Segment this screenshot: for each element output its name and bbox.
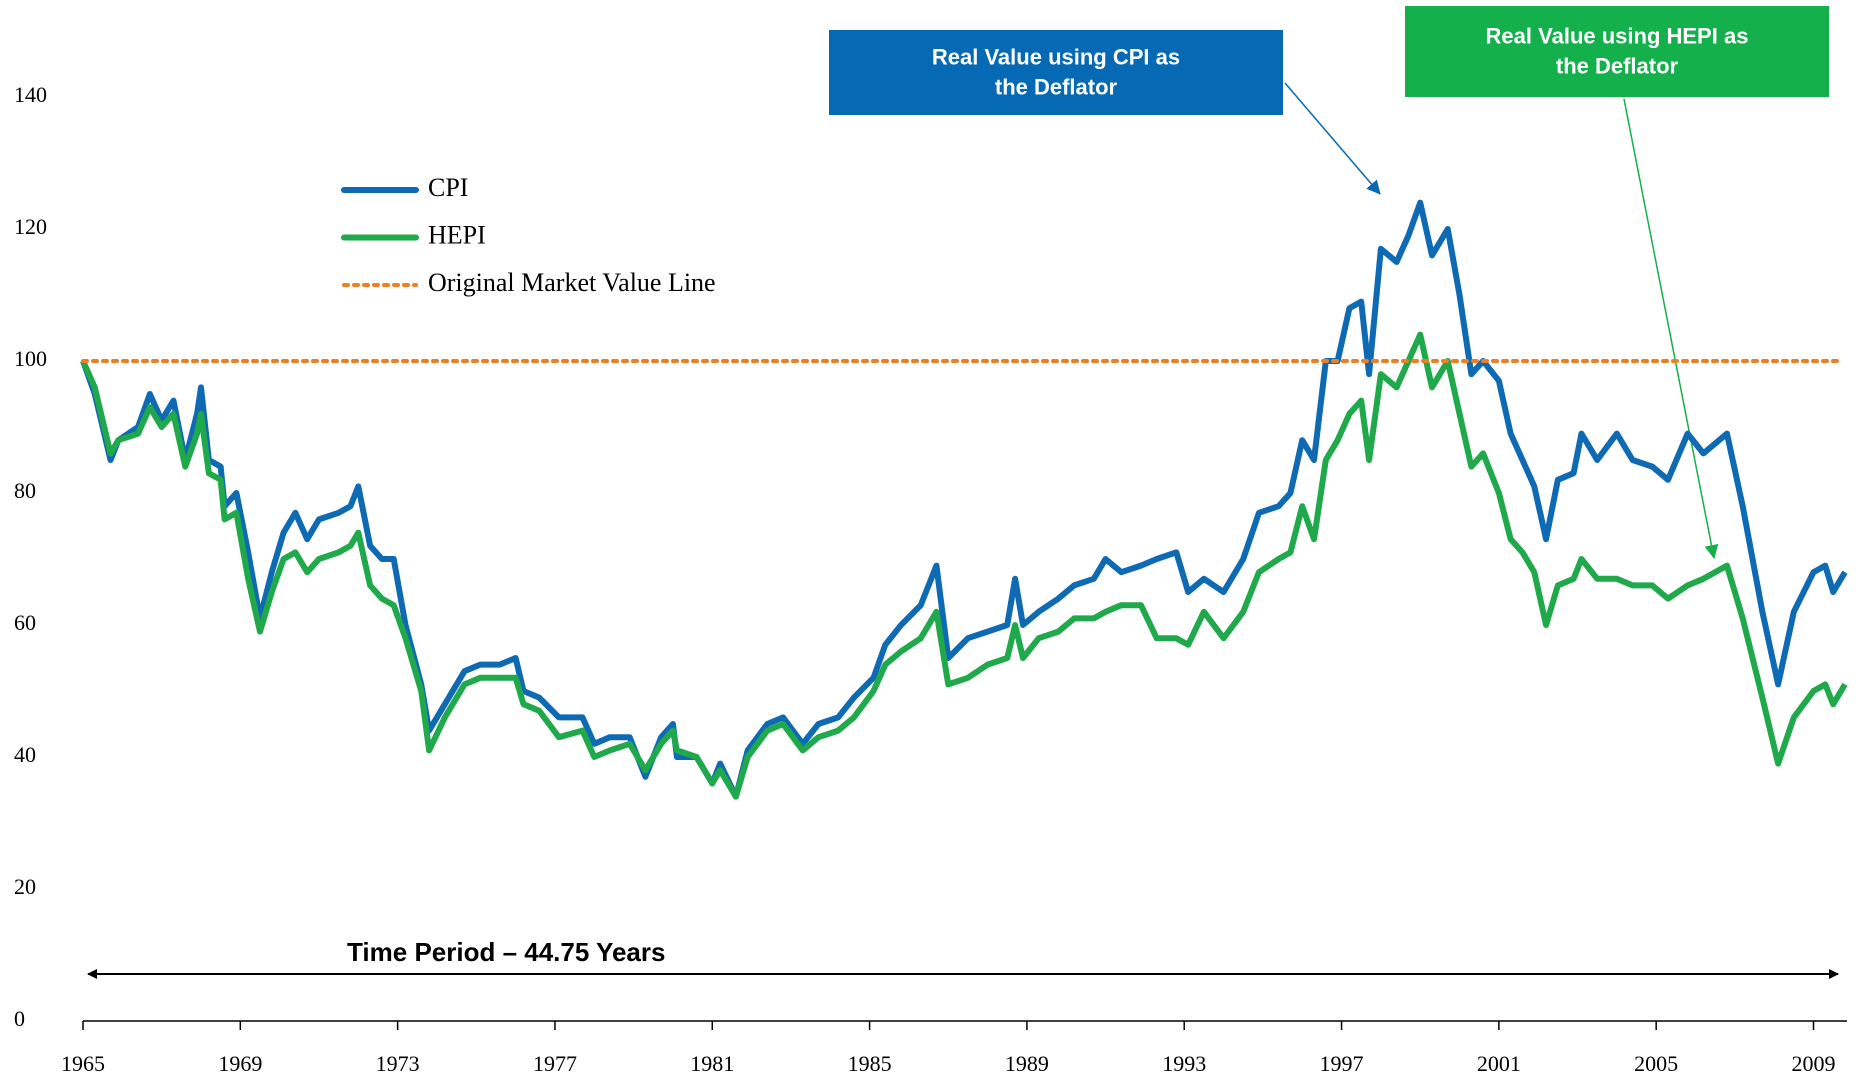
callout-line: Real Value using CPI as bbox=[932, 44, 1180, 69]
x-tick-label: 1997 bbox=[1320, 1051, 1364, 1076]
y-tick-label: 100 bbox=[14, 346, 47, 371]
cpi-callout-arrow bbox=[1284, 82, 1381, 195]
x-tick-label: 2009 bbox=[1792, 1051, 1836, 1076]
y-tick-label: 140 bbox=[14, 82, 47, 107]
x-tick-label: 1969 bbox=[218, 1051, 262, 1076]
callout-box bbox=[829, 30, 1283, 115]
callout-box bbox=[1405, 6, 1829, 97]
series-line bbox=[80, 331, 1848, 800]
callout-line: the Deflator bbox=[1556, 53, 1679, 78]
y-tick-label: 80 bbox=[14, 478, 36, 503]
x-tick-label: 1981 bbox=[690, 1051, 734, 1076]
x-tick-label: 2001 bbox=[1477, 1051, 1521, 1076]
x-tick-label: 1973 bbox=[376, 1051, 420, 1076]
series-line bbox=[80, 199, 1848, 800]
x-tick-label: 1965 bbox=[61, 1051, 105, 1076]
legend-label: Original Market Value Line bbox=[428, 268, 716, 297]
y-tick-label: 120 bbox=[14, 214, 47, 239]
x-tick-label: 1989 bbox=[1005, 1051, 1049, 1076]
y-tick-label: 20 bbox=[14, 874, 36, 899]
legend-label: CPI bbox=[428, 173, 468, 202]
period-label: Time Period – 44.75 Years bbox=[347, 937, 665, 967]
legend-label: HEPI bbox=[428, 220, 486, 249]
y-tick-label: 60 bbox=[14, 610, 36, 635]
x-tick-label: 1993 bbox=[1162, 1051, 1206, 1076]
callout-text: Real Value using CPI as the Deflator bbox=[932, 44, 1180, 99]
x-tick-label: 2005 bbox=[1634, 1051, 1678, 1076]
y-tick-label: 0 bbox=[14, 1006, 25, 1031]
callout-line: Real Value using HEPI as bbox=[1486, 23, 1749, 48]
y-tick-label: 40 bbox=[14, 742, 36, 767]
x-tick-label: 1977 bbox=[533, 1051, 577, 1076]
callout-text: Real Value using HEPI as the Deflator bbox=[1486, 23, 1749, 78]
x-tick-label: 1985 bbox=[848, 1051, 892, 1076]
callout-line: the Deflator bbox=[995, 74, 1118, 99]
hepi-callout-arrow bbox=[1623, 98, 1719, 559]
